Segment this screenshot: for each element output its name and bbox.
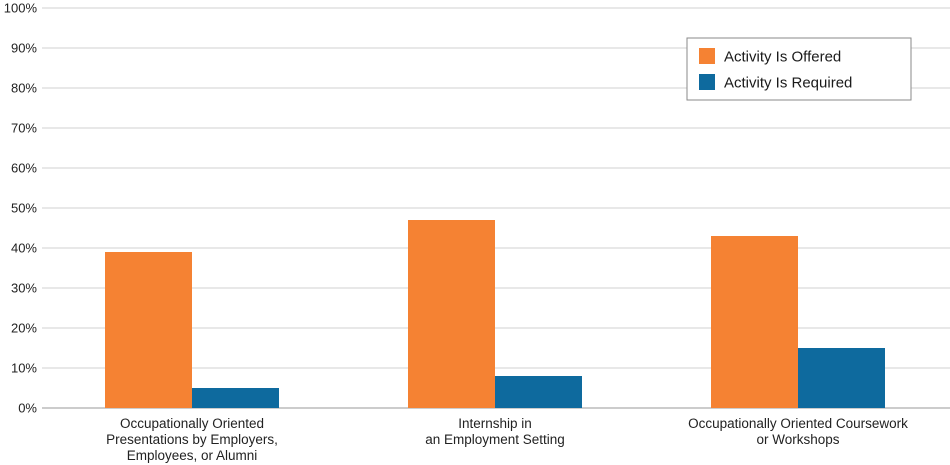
bar-required-2 <box>495 376 582 408</box>
y-tick-label: 90% <box>11 41 37 56</box>
category-label-line: or Workshops <box>756 432 839 447</box>
y-tick-label: 40% <box>11 241 37 256</box>
bar-required-1 <box>192 388 279 408</box>
y-tick-label: 80% <box>11 81 37 96</box>
y-tick-label: 60% <box>11 161 37 176</box>
y-tick-label: 100% <box>4 1 38 16</box>
category-label-line: Occupationally Oriented Coursework <box>688 416 908 431</box>
legend-label-required: Activity Is Required <box>724 75 852 92</box>
y-tick-label: 10% <box>11 361 37 376</box>
bar-required-3 <box>798 348 885 408</box>
bar-offered-1 <box>105 252 192 408</box>
legend-box <box>686 37 912 101</box>
category-label: Occupationally Oriented Coursework or Wor… <box>688 416 908 447</box>
category-label-line: Employees, or Alumni <box>127 448 258 463</box>
legend-swatch-required <box>699 74 715 90</box>
y-tick-label: 30% <box>11 281 37 296</box>
bar-offered-2 <box>408 220 495 408</box>
y-tick-label: 70% <box>11 121 37 136</box>
category-label-line: Presentations by Employers, <box>106 432 278 447</box>
category-label-line: Occupationally Oriented <box>120 416 264 431</box>
legend-label-offered: Activity Is Offered <box>724 49 841 66</box>
legend: Activity Is Offered Activity Is Required <box>686 37 912 101</box>
category-label-line: an Employment Setting <box>425 432 565 447</box>
y-tick-label: 0% <box>18 401 37 416</box>
legend-swatch-offered <box>699 48 715 64</box>
bars <box>105 220 885 408</box>
category-label-line: Internship in <box>458 416 532 431</box>
category-label: Internship in an Employment Setting <box>425 416 565 447</box>
y-tick-label: 50% <box>11 201 37 216</box>
y-axis-tick-labels: 0% 10% 20% 30% 40% 50% 60% 70% 80% 90% 100% <box>4 1 38 416</box>
category-label: Occupationally Oriented Presentations by … <box>106 416 278 463</box>
x-axis-category-labels: Occupationally Oriented Presentations by … <box>106 416 908 463</box>
y-tick-label: 20% <box>11 321 37 336</box>
bar-offered-3 <box>711 236 798 408</box>
